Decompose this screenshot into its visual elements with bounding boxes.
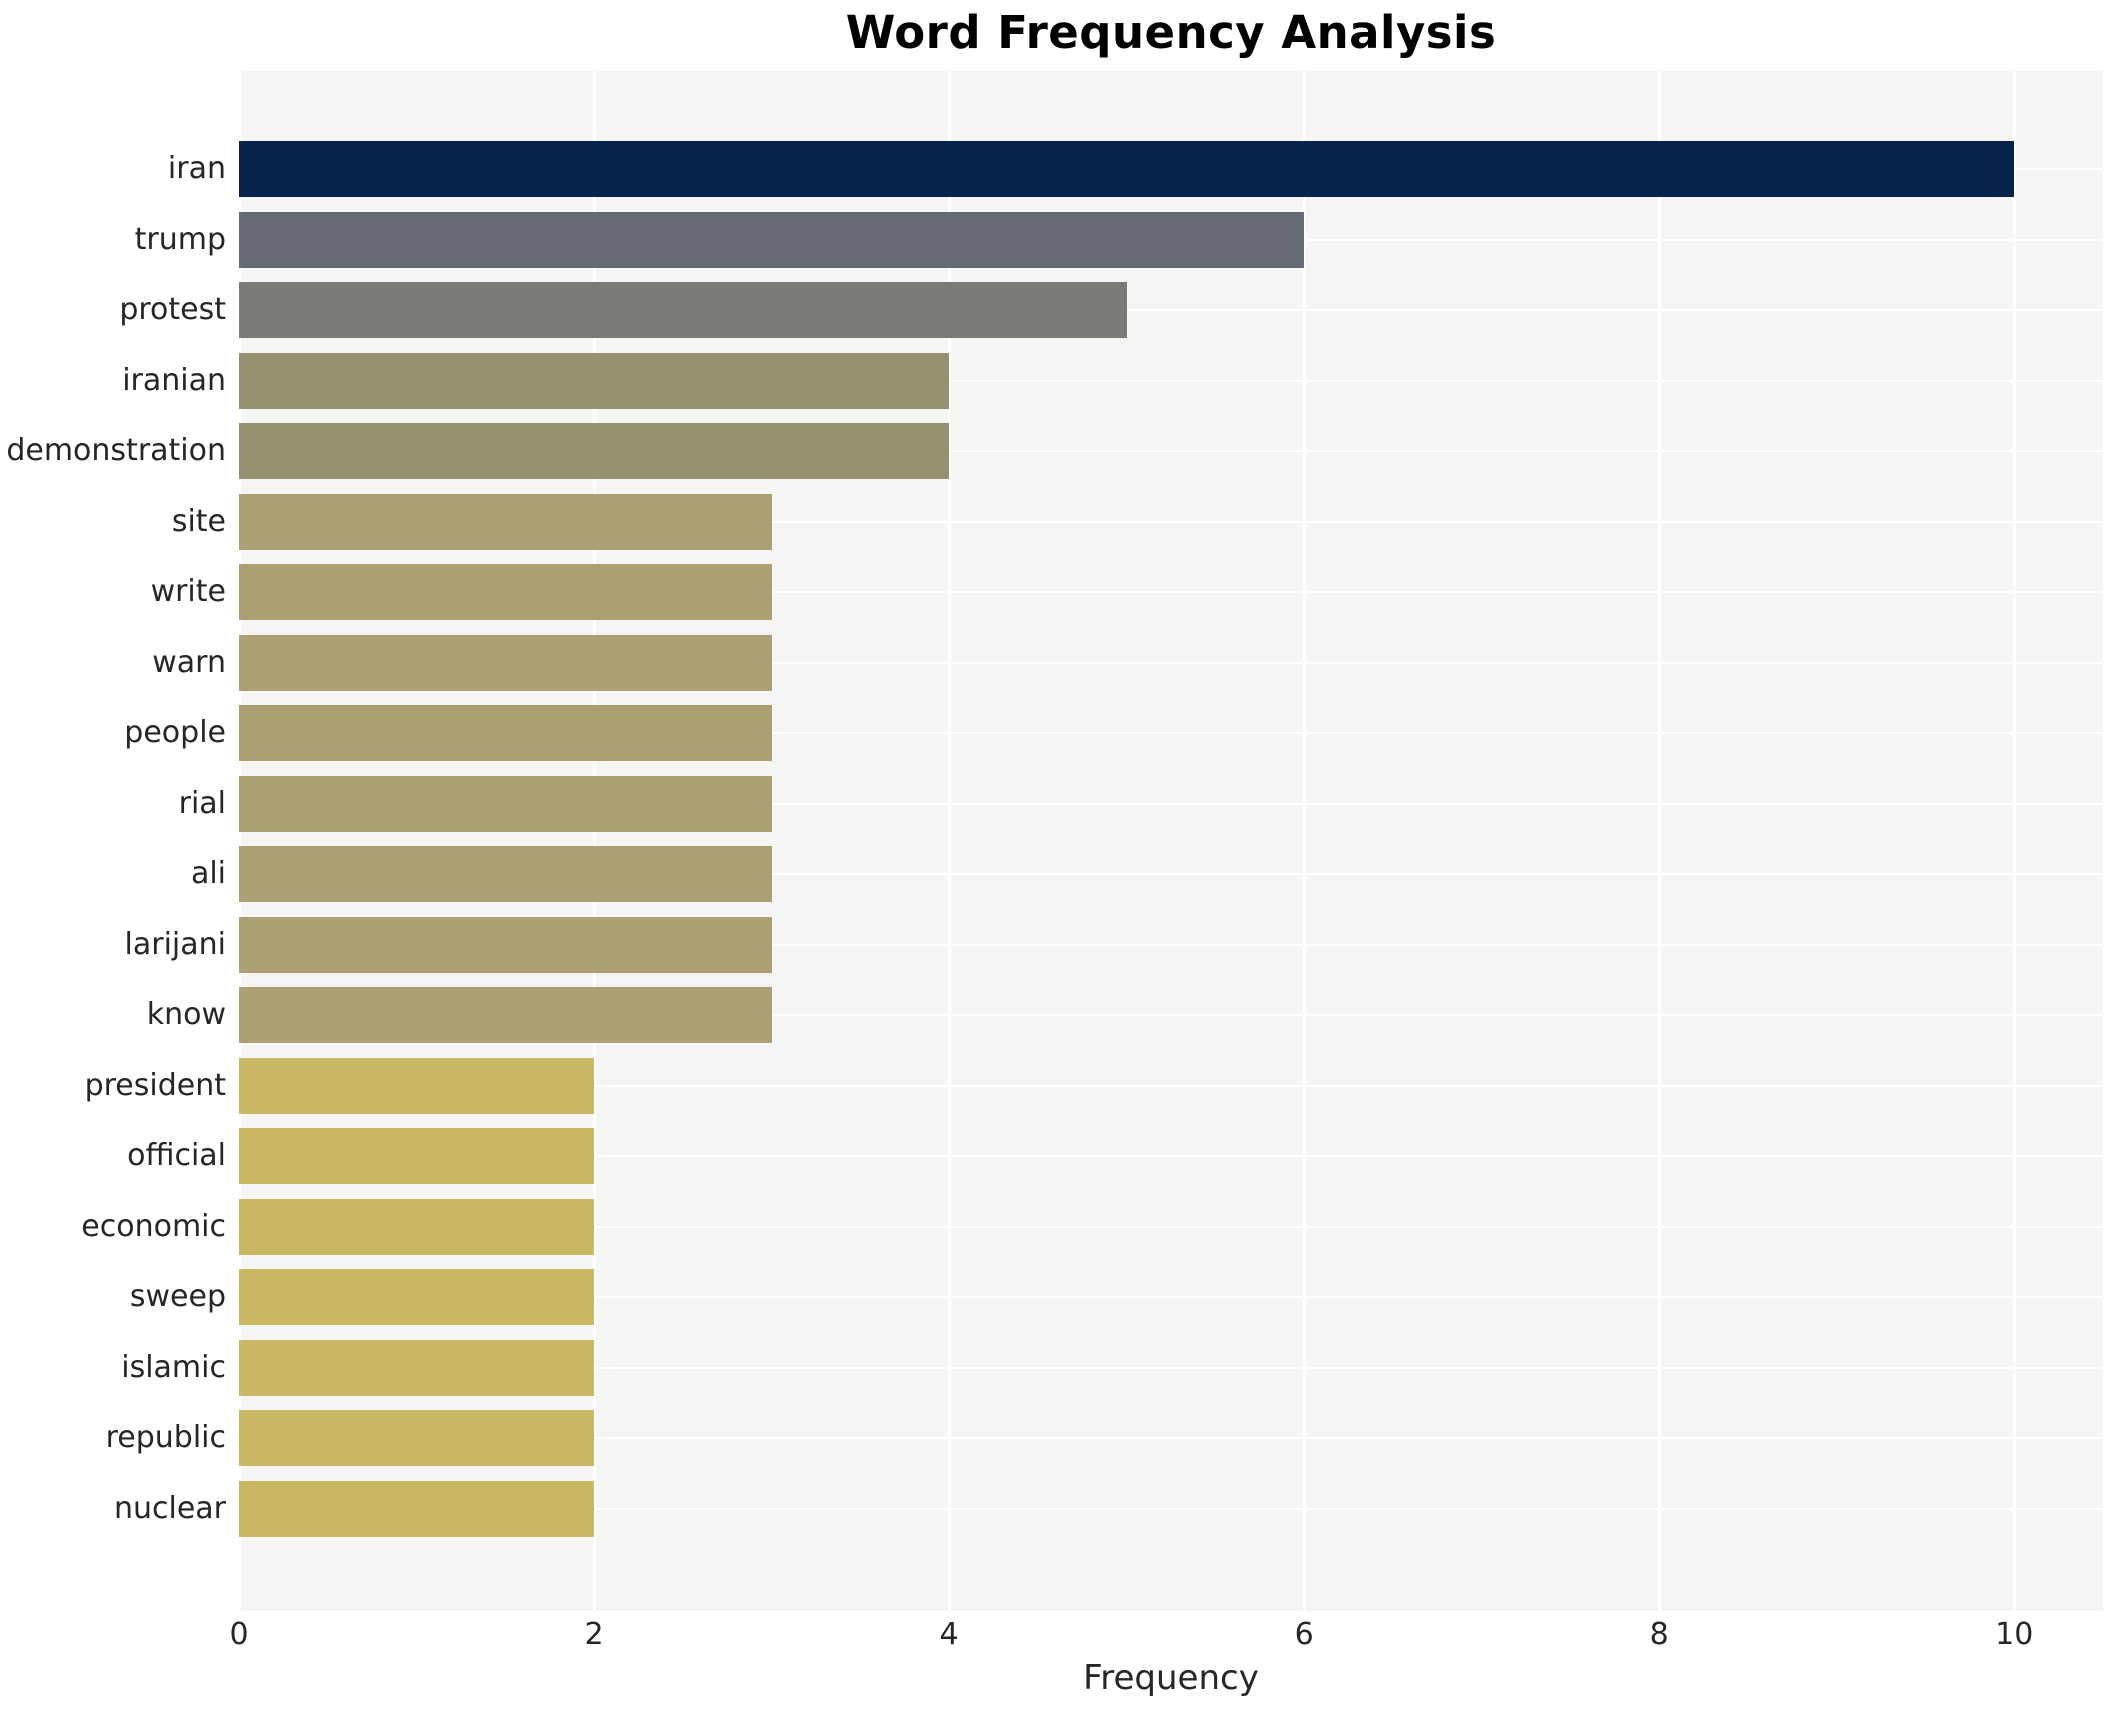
bar-larijani	[239, 916, 772, 973]
x-tick-label-6: 6	[1294, 1617, 1314, 1652]
x-gridline-2	[592, 71, 596, 1611]
y-gridline-protest	[239, 309, 2103, 311]
x-tick-label-8: 8	[1649, 1617, 1669, 1652]
y-gridline-know	[239, 1014, 2103, 1016]
y-label-official: official	[127, 1138, 226, 1173]
y-label-islamic: islamic	[121, 1349, 226, 1385]
bar-write	[239, 564, 772, 620]
y-label-larijani: larijani	[124, 926, 226, 962]
x-tick-label-10: 10	[1995, 1617, 2034, 1652]
bar-republic	[239, 1410, 595, 1466]
x-tick-label-2: 2	[584, 1617, 604, 1652]
y-gridline-iranian	[239, 379, 2103, 382]
bar-islamic	[239, 1339, 595, 1396]
y-gridline-people	[239, 732, 2103, 734]
x-tick-label-0: 0	[229, 1617, 249, 1652]
bar-iran	[239, 141, 2015, 197]
bar-know	[239, 987, 772, 1043]
x-gridline-4	[947, 71, 951, 1611]
y-label-republic: republic	[105, 1420, 226, 1455]
y-label-ali: ali	[190, 856, 226, 891]
y-gridline-rial	[239, 802, 2103, 805]
x-axis-title: Frequency	[1083, 1658, 1259, 1698]
y-label-iran: iran	[167, 151, 226, 186]
y-gridline-islamic	[239, 1366, 2103, 1369]
chart-title: Word Frequency Analysis	[845, 6, 1497, 59]
y-label-demonstration: demonstration	[6, 433, 226, 468]
y-label-rial: rial	[178, 785, 226, 821]
y-gridline-ali	[239, 873, 2103, 875]
y-gridline-larijani	[239, 943, 2103, 946]
y-label-trump: trump	[134, 221, 226, 257]
y-gridline-official	[239, 1155, 2103, 1157]
y-label-sweep: sweep	[129, 1279, 226, 1314]
y-label-president: president	[84, 1067, 226, 1103]
y-label-protest: protest	[119, 292, 226, 327]
x-gridline-8	[1657, 71, 1661, 1611]
bar-official	[239, 1128, 595, 1184]
y-gridline-economic	[239, 1225, 2103, 1228]
x-gridline-10	[2012, 71, 2016, 1611]
y-gridline-warn	[239, 661, 2103, 664]
bar-demonstration	[239, 423, 950, 479]
y-label-iranian: iranian	[122, 362, 226, 398]
bar-rial	[239, 775, 772, 832]
plot-area	[239, 71, 2103, 1611]
bar-nuclear	[239, 1480, 595, 1537]
bar-sweep	[239, 1269, 595, 1325]
y-gridline-site	[239, 520, 2103, 523]
y-gridline-sweep	[239, 1296, 2103, 1298]
y-label-know: know	[146, 997, 226, 1032]
x-tick-label-4: 4	[939, 1617, 959, 1652]
y-gridline-nuclear	[239, 1507, 2103, 1510]
bar-site	[239, 493, 772, 550]
bar-president	[239, 1057, 595, 1114]
bar-people	[239, 705, 772, 761]
y-label-write: write	[150, 574, 226, 609]
y-gridline-write	[239, 591, 2103, 593]
x-gridline-0	[239, 71, 241, 1611]
bar-protest	[239, 282, 1127, 338]
y-label-nuclear: nuclear	[113, 1490, 226, 1526]
x-gridline-6	[1302, 71, 1306, 1611]
y-label-economic: economic	[81, 1208, 226, 1244]
y-gridline-president	[239, 1084, 2103, 1087]
y-label-site: site	[171, 503, 226, 539]
bar-iranian	[239, 352, 950, 409]
y-label-people: people	[124, 715, 226, 750]
bar-warn	[239, 634, 772, 691]
y-gridline-republic	[239, 1437, 2103, 1439]
bar-trump	[239, 211, 1305, 268]
y-gridline-demonstration	[239, 450, 2103, 452]
y-label-warn: warn	[152, 644, 226, 680]
bar-ali	[239, 846, 772, 902]
bar-economic	[239, 1198, 595, 1255]
